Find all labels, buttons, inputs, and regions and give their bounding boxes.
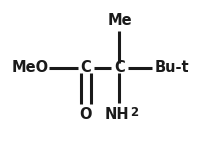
Text: 2: 2 [130, 106, 138, 119]
Text: Bu-t: Bu-t [155, 60, 190, 75]
Text: MeO: MeO [11, 60, 48, 75]
Text: Me: Me [107, 13, 132, 28]
Text: O: O [80, 107, 92, 122]
Text: NH: NH [105, 107, 130, 122]
Text: C: C [81, 60, 91, 75]
Text: C: C [114, 60, 125, 75]
